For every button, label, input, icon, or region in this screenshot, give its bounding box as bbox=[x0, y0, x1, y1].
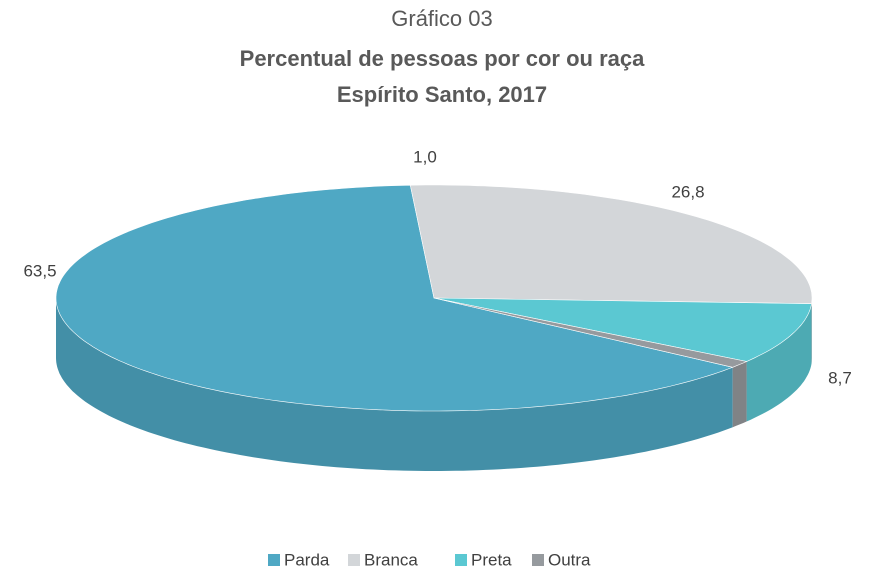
chart-subtitle: Percentual de pessoas por cor ou raça bbox=[240, 46, 645, 71]
slice-side bbox=[56, 298, 733, 471]
legend-label: Parda bbox=[284, 550, 330, 569]
legend-swatch bbox=[532, 554, 544, 566]
data-label: 26,8 bbox=[671, 182, 704, 201]
data-label: 8,7 bbox=[828, 368, 852, 387]
legend-swatch bbox=[348, 554, 360, 566]
slice-side bbox=[732, 361, 747, 428]
slice bbox=[409, 184, 813, 305]
legend-swatch bbox=[268, 554, 280, 566]
slice bbox=[55, 184, 734, 412]
slice-side bbox=[746, 303, 812, 422]
slice bbox=[433, 297, 748, 368]
data-label: 1,0 bbox=[413, 147, 437, 166]
legend-label: Preta bbox=[471, 550, 512, 569]
legend-swatch bbox=[455, 554, 467, 566]
slice bbox=[433, 297, 812, 362]
legend-label: Branca bbox=[364, 550, 418, 569]
data-label: 63,5 bbox=[23, 261, 56, 280]
chart-title: Gráfico 03 bbox=[391, 6, 493, 31]
slice-tops bbox=[55, 184, 813, 412]
legend-label: Outra bbox=[548, 550, 591, 569]
chart-subtitle: Espírito Santo, 2017 bbox=[337, 82, 547, 107]
slice-sides bbox=[56, 298, 812, 471]
slice-side bbox=[811, 298, 812, 364]
